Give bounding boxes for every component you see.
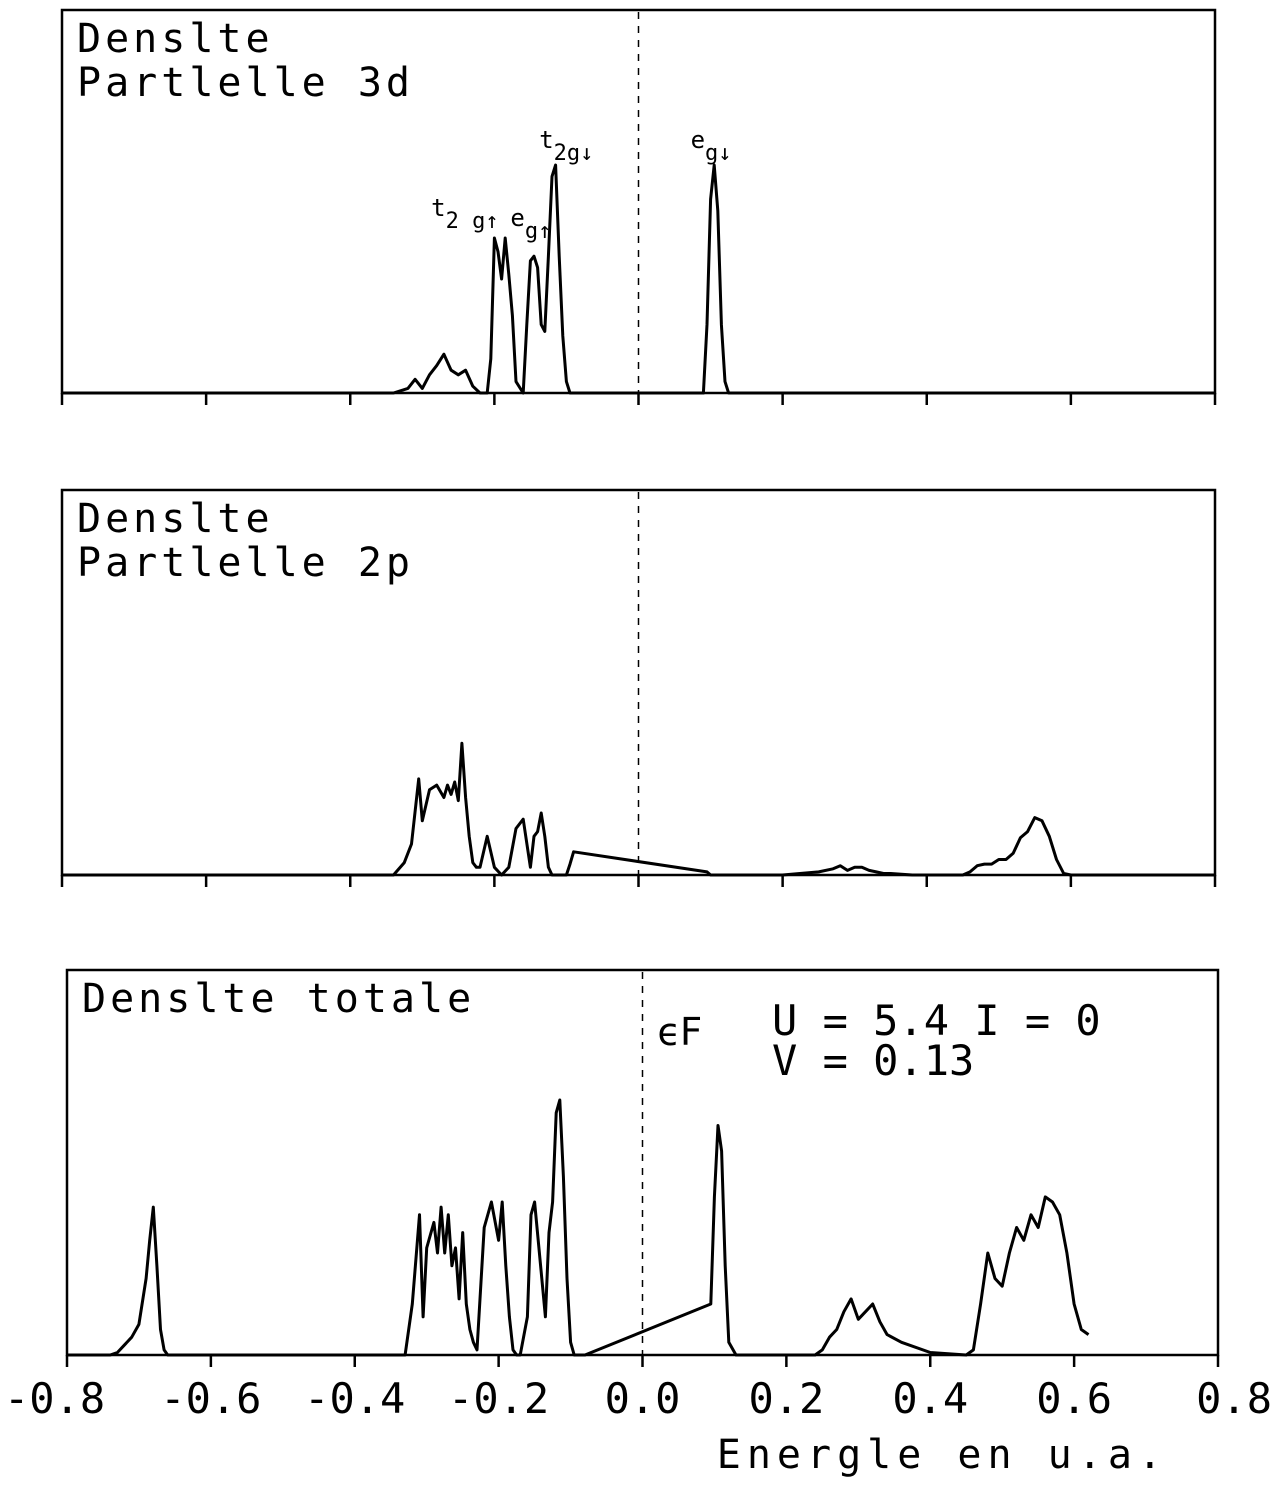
- annotation-base: e: [691, 126, 705, 154]
- x-axis-label: Energle en u.a.: [717, 1432, 1168, 1478]
- orbital-annotation: t2 g↑: [431, 194, 498, 234]
- orbital-annotation: eg↓: [691, 126, 732, 166]
- annotation-spin-arrow: ↓: [718, 141, 731, 166]
- orbital-annotation: eg↑: [510, 204, 551, 244]
- annotation-subscript: g: [525, 219, 538, 244]
- fermi-level-label: ϵF: [657, 1010, 703, 1054]
- annotation-base: t: [431, 194, 445, 222]
- x-tick-label: 0.8: [1196, 1374, 1272, 1423]
- annotation-base: e: [510, 204, 524, 232]
- x-tick-label: -0.4: [304, 1374, 405, 1423]
- orbital-annotation: t2g↓: [539, 126, 593, 166]
- annotation-subscript: 2g: [554, 141, 581, 166]
- annotation-spin-arrow: ↑: [485, 209, 498, 234]
- annotation-subscript: g: [705, 141, 718, 166]
- panel-title-line: Partlelle 2p: [77, 540, 414, 586]
- density-curve: [62, 741, 1215, 877]
- annotation-base: t: [539, 126, 553, 154]
- model-parameters-line-2: V = 0.13: [772, 1036, 974, 1085]
- panel-total-density: Denslte totale ϵF U = 5.4 I = 0V = 0.13 -0.…: [4, 968, 1272, 1423]
- panel-title-line: Denslte: [77, 16, 274, 62]
- model-parameters-line-1: U = 5.4 I = 0: [772, 996, 1101, 1045]
- panel-title-line: Denslte: [77, 496, 274, 542]
- x-tick-label: 0.2: [748, 1374, 824, 1423]
- annotation-subscript: 2 g: [446, 209, 486, 234]
- panel-title-line: Denslte totale: [82, 976, 475, 1022]
- density-curve: [67, 1098, 1090, 1357]
- panel-title-line: Partlelle 3d: [77, 60, 414, 106]
- x-tick-label: 0.0: [605, 1374, 681, 1423]
- x-tick-label: -0.2: [448, 1374, 549, 1423]
- density-curve: [62, 163, 1215, 395]
- annotation-spin-arrow: ↓: [580, 141, 593, 166]
- x-tick-label: -0.8: [4, 1374, 105, 1423]
- x-tick-label: -0.6: [160, 1374, 261, 1423]
- annotation-spin-arrow: ↑: [538, 219, 551, 244]
- x-tick-label: 0.4: [892, 1374, 968, 1423]
- x-tick-label: 0.6: [1036, 1374, 1112, 1423]
